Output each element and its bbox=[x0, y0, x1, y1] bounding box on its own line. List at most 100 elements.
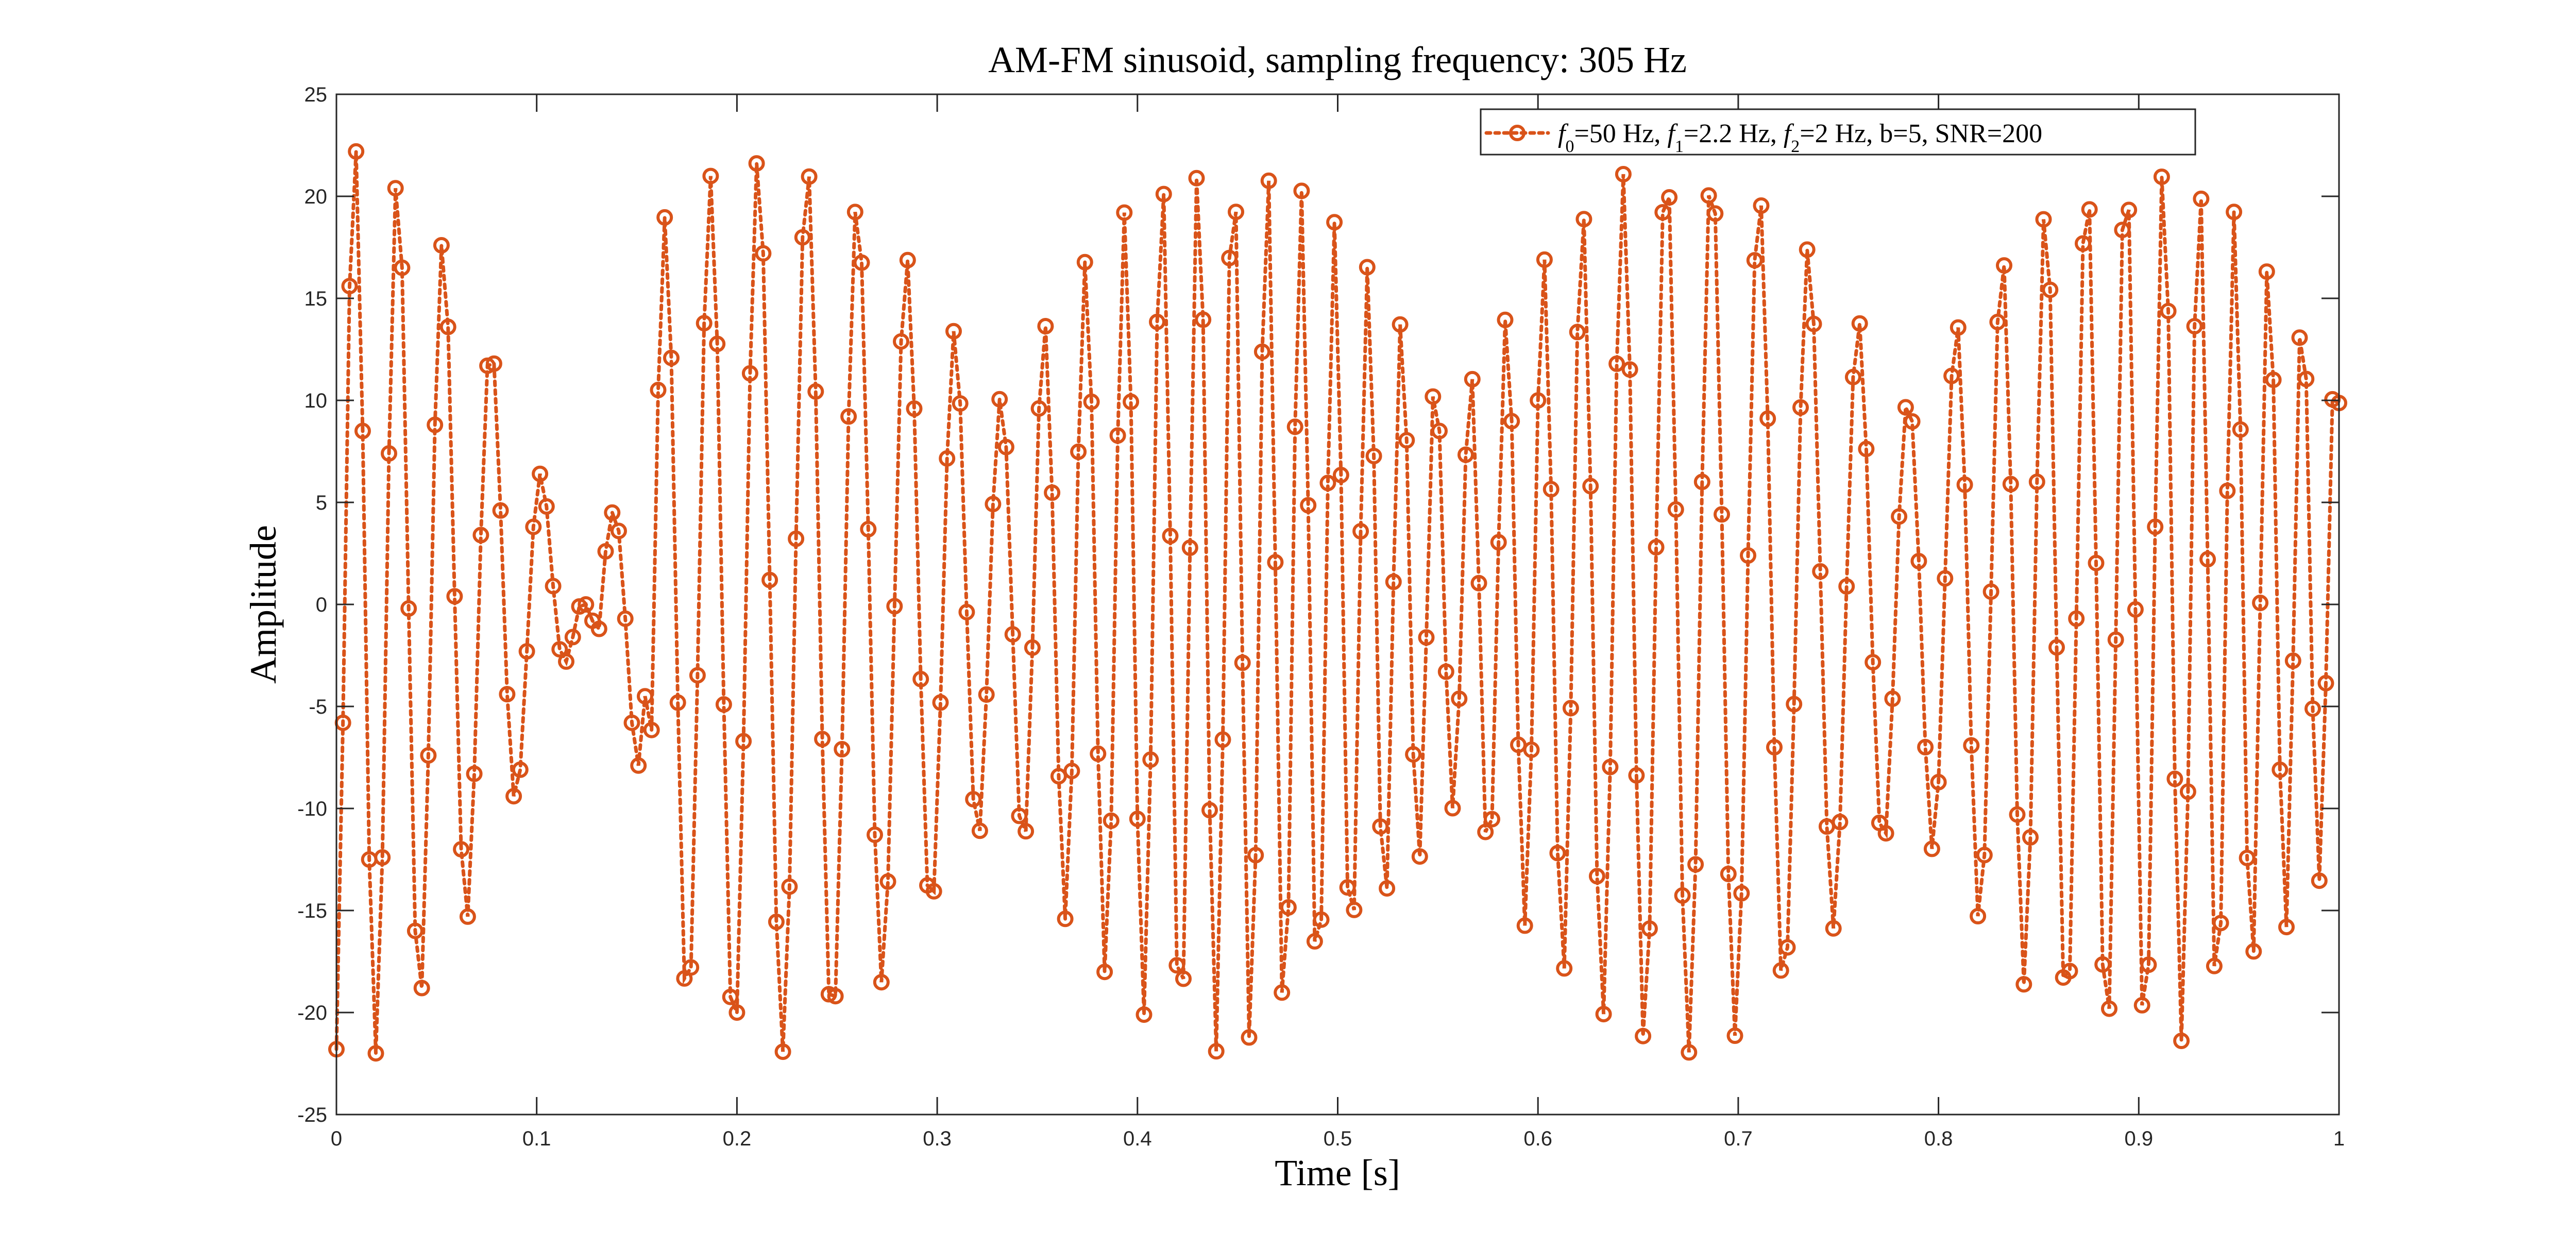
data-point bbox=[1306, 933, 1323, 950]
data-point bbox=[433, 237, 450, 254]
data-point bbox=[867, 827, 883, 843]
data-point bbox=[899, 251, 916, 268]
data-point bbox=[1057, 910, 1074, 927]
data-point bbox=[2278, 919, 2295, 936]
data-point bbox=[2173, 1033, 2190, 1049]
y-tick-label: -5 bbox=[309, 696, 327, 718]
data-point bbox=[394, 259, 411, 276]
data-point bbox=[2068, 610, 2085, 627]
data-point bbox=[2284, 652, 2301, 669]
data-point bbox=[1825, 920, 1842, 937]
data-point bbox=[728, 1004, 745, 1021]
data-point bbox=[2219, 482, 2236, 499]
data-point bbox=[2114, 222, 2131, 239]
series-layer bbox=[328, 143, 2347, 1062]
data-point bbox=[512, 761, 529, 778]
data-point bbox=[505, 788, 522, 805]
data-point bbox=[985, 496, 1002, 513]
data-point bbox=[1851, 315, 1868, 332]
data-point bbox=[794, 229, 811, 246]
x-tick-label: 0.2 bbox=[723, 1127, 752, 1150]
data-point bbox=[1891, 508, 1908, 525]
data-point bbox=[1228, 204, 1244, 221]
data-point bbox=[2035, 211, 2052, 228]
data-point bbox=[1667, 501, 1684, 518]
x-tick-label: 0.3 bbox=[923, 1127, 952, 1150]
data-point bbox=[1523, 741, 1540, 758]
data-point bbox=[406, 922, 423, 939]
data-point bbox=[1116, 204, 1133, 221]
series-line bbox=[334, 151, 2341, 1054]
data-point bbox=[1963, 737, 1980, 754]
data-point bbox=[952, 395, 969, 412]
data-point bbox=[1109, 427, 1126, 444]
data-point bbox=[637, 688, 653, 705]
data-point bbox=[1621, 361, 1638, 378]
y-tick-label: -15 bbox=[297, 900, 327, 922]
data-point bbox=[1425, 388, 1442, 405]
data-point bbox=[755, 245, 772, 262]
data-point bbox=[991, 391, 1008, 408]
data-point bbox=[1477, 823, 1494, 840]
legend-box bbox=[1480, 108, 2196, 156]
data-point bbox=[2002, 476, 2019, 493]
data-point bbox=[2245, 943, 2262, 960]
data-point bbox=[578, 596, 595, 613]
data-point bbox=[466, 765, 483, 782]
data-point bbox=[1575, 211, 1592, 228]
data-point bbox=[650, 381, 667, 398]
data-point bbox=[1595, 1006, 1612, 1023]
data-point bbox=[2232, 421, 2249, 438]
data-point bbox=[1779, 939, 1796, 956]
data-point bbox=[1149, 313, 1165, 330]
data-point bbox=[2061, 963, 2078, 980]
data-point bbox=[748, 155, 765, 172]
data-point bbox=[439, 318, 456, 335]
data-point bbox=[801, 168, 818, 185]
data-point bbox=[367, 1045, 384, 1062]
data-point bbox=[1234, 654, 1251, 671]
data-point bbox=[1162, 528, 1179, 545]
legend-f0-value: =50 Hz, bbox=[1574, 119, 1667, 148]
data-point bbox=[551, 641, 568, 658]
data-point bbox=[840, 408, 857, 425]
y-tick-label: 5 bbox=[316, 492, 327, 514]
data-point bbox=[1411, 848, 1428, 865]
data-point bbox=[1431, 423, 1448, 440]
data-point bbox=[788, 530, 805, 547]
data-point bbox=[2153, 168, 2170, 185]
data-point bbox=[2147, 518, 2164, 535]
data-point bbox=[1786, 696, 1803, 713]
data-point bbox=[696, 315, 713, 332]
data-point bbox=[1654, 204, 1671, 221]
data-point bbox=[2133, 997, 2150, 1014]
x-axis-ticks: 0 0.1 0.2 0.3 0.4 0.5 0.6 0.7 0.8 0.9 1 bbox=[331, 94, 2345, 1150]
data-point bbox=[1877, 825, 1894, 842]
data-point bbox=[643, 721, 660, 738]
data-point bbox=[1740, 547, 1756, 564]
data-point bbox=[958, 603, 975, 620]
data-point bbox=[715, 696, 732, 713]
y-tick-label: -20 bbox=[297, 1002, 327, 1024]
data-point bbox=[2107, 631, 2124, 648]
data-point bbox=[1996, 257, 2012, 274]
data-point bbox=[2239, 850, 2256, 866]
data-point bbox=[413, 980, 430, 997]
data-point bbox=[1018, 823, 1035, 840]
data-point bbox=[1398, 432, 1415, 449]
data-point bbox=[354, 423, 371, 440]
data-point bbox=[2193, 190, 2210, 207]
data-point bbox=[1844, 368, 1861, 385]
data-point bbox=[2252, 595, 2269, 611]
plot-area bbox=[336, 94, 2339, 1115]
data-point bbox=[1451, 690, 1468, 707]
data-point bbox=[1484, 811, 1500, 828]
data-point bbox=[1247, 847, 1264, 864]
data-point bbox=[1970, 908, 1987, 924]
data-point bbox=[741, 365, 758, 382]
data-point bbox=[1221, 249, 1238, 266]
data-point bbox=[722, 988, 739, 1005]
data-point bbox=[400, 600, 417, 617]
x-axis-label: Time [s] bbox=[1275, 1152, 1400, 1193]
data-point bbox=[545, 578, 562, 595]
